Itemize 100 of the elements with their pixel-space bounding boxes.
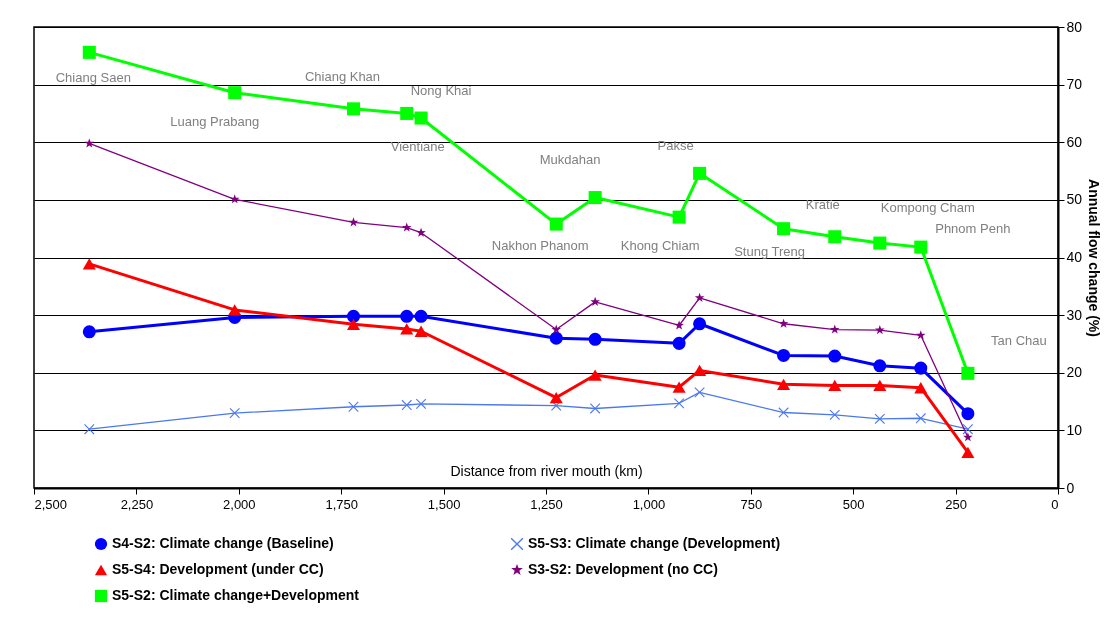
annotation: Chiang Saen xyxy=(55,70,131,86)
legend-label: S5-S2: Climate change+Development xyxy=(112,587,360,603)
point xyxy=(777,348,791,362)
point xyxy=(549,391,563,404)
point xyxy=(589,403,601,414)
point xyxy=(588,332,602,346)
point xyxy=(672,336,686,350)
point xyxy=(777,378,791,390)
point xyxy=(961,366,975,380)
point xyxy=(961,446,975,458)
point xyxy=(963,432,973,442)
x-tick-label: 250 xyxy=(945,496,967,512)
x-tick-label: 2,500 xyxy=(34,496,68,512)
annotation: Nakhon Phanom xyxy=(491,238,589,254)
point xyxy=(693,317,707,331)
annotation: Phnom Penh xyxy=(935,221,1011,237)
point xyxy=(829,409,840,420)
x-tick-label: 500 xyxy=(842,496,865,512)
point xyxy=(228,86,242,100)
point xyxy=(777,222,791,236)
legend-label: S5-S3: Climate change (Development) xyxy=(528,535,781,551)
point xyxy=(915,413,926,424)
point xyxy=(414,111,428,125)
annotation: Chiang Khan xyxy=(304,68,381,84)
y-tick-label: 40 xyxy=(1066,249,1083,265)
annotation: Nong Khai xyxy=(410,83,472,99)
point xyxy=(346,318,361,330)
point xyxy=(875,325,885,335)
point xyxy=(873,359,887,373)
point xyxy=(874,413,885,425)
annotation: Khong Chiam xyxy=(620,238,700,254)
point xyxy=(828,230,842,244)
x-tick-label: 750 xyxy=(740,496,763,512)
point xyxy=(672,381,686,393)
point xyxy=(228,304,242,316)
point xyxy=(873,236,887,250)
point xyxy=(82,325,96,339)
point xyxy=(914,382,928,394)
y-tick-label: 80 xyxy=(1066,18,1083,35)
annotation: Luang Prabang xyxy=(170,113,260,129)
annotation: Tan Chau xyxy=(991,333,1047,349)
point xyxy=(416,227,426,237)
annotation: Vientiane xyxy=(390,139,445,155)
point xyxy=(401,222,412,232)
point xyxy=(914,240,928,254)
point xyxy=(549,217,563,231)
x-tick-label: 1,750 xyxy=(325,496,358,512)
annotation: Pakse xyxy=(657,138,694,154)
point xyxy=(672,210,686,224)
point xyxy=(828,379,842,392)
annotation: Kompong Cham xyxy=(880,200,975,216)
point xyxy=(400,323,414,335)
point xyxy=(588,191,602,205)
point xyxy=(229,407,240,419)
y-tick-label: 10 xyxy=(1066,421,1083,438)
annotation: Kratie xyxy=(805,196,840,212)
y-tick-label: 0 xyxy=(1066,479,1075,496)
point xyxy=(961,407,975,421)
point xyxy=(588,369,602,381)
point xyxy=(84,424,95,435)
point xyxy=(674,320,684,330)
point xyxy=(828,349,842,363)
point xyxy=(84,138,95,148)
x-tick-label: 1,250 xyxy=(530,496,563,512)
point xyxy=(693,166,707,180)
point xyxy=(673,398,685,409)
point xyxy=(830,324,840,334)
y-tick-label: 70 xyxy=(1066,76,1083,93)
point xyxy=(914,361,928,375)
point xyxy=(873,379,887,392)
point xyxy=(549,331,563,345)
point xyxy=(414,309,428,323)
legend-label: S4-S2: Climate change (Baseline) xyxy=(112,535,334,551)
point xyxy=(694,387,705,398)
y-tick-label: 60 xyxy=(1066,133,1083,150)
point xyxy=(400,309,414,323)
legend-label: S3-S2: Development (no CC) xyxy=(528,561,718,577)
y-axis-title: Annual flow change (%) xyxy=(1086,179,1103,337)
point xyxy=(590,296,600,306)
point xyxy=(82,258,96,270)
point xyxy=(82,45,96,59)
point xyxy=(346,309,361,323)
y-tick-label: 20 xyxy=(1066,364,1083,381)
annotation: Mukdahan xyxy=(539,151,601,167)
point xyxy=(693,364,707,377)
y-tick-label: 50 xyxy=(1066,191,1083,208)
point xyxy=(400,106,414,120)
point xyxy=(694,292,705,302)
x-axis-title: Distance from river mouth (km) xyxy=(450,462,643,479)
legend-label: S5-S4: Development (under CC) xyxy=(112,561,324,577)
x-tick-label: 2,000 xyxy=(223,496,256,512)
x-tick-label: 1,500 xyxy=(427,496,461,512)
x-tick-label: 1,000 xyxy=(632,496,666,512)
point xyxy=(551,324,561,334)
point xyxy=(401,399,412,411)
point xyxy=(346,102,361,116)
y-tick-label: 30 xyxy=(1066,306,1083,323)
point xyxy=(962,424,974,435)
point xyxy=(414,325,428,337)
x-tick-label: 0 xyxy=(1051,496,1059,512)
